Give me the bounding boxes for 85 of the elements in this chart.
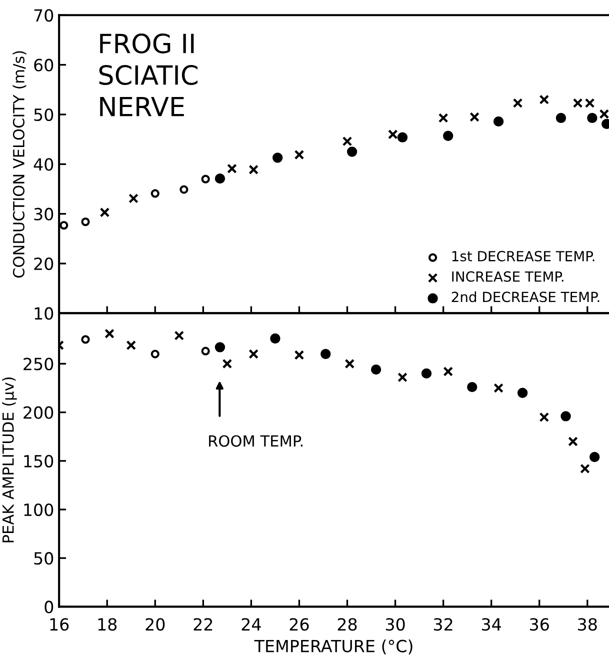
- point: [214, 342, 226, 352]
- point: [517, 388, 528, 398]
- point: [493, 116, 504, 127]
- point: [222, 358, 232, 369]
- point: [60, 220, 68, 230]
- point: [81, 335, 90, 344]
- point: [572, 98, 583, 108]
- y-tick-label: 200: [24, 406, 54, 419]
- point: [270, 333, 280, 344]
- point: [397, 132, 408, 142]
- x-tick-label: 16: [50, 618, 69, 631]
- y-axis-title: PEAK AMPLITUDE (μv): [2, 377, 17, 542]
- point: [494, 383, 504, 393]
- x-tick-label: 22: [194, 618, 212, 630]
- point: [568, 436, 578, 446]
- y-tick-label: 50: [34, 552, 54, 565]
- point: [248, 349, 259, 359]
- point: [126, 340, 136, 350]
- x-tick-label: 20: [146, 618, 165, 631]
- point: [539, 94, 550, 104]
- point: [294, 150, 304, 160]
- point: [214, 173, 226, 184]
- point: [150, 189, 160, 198]
- point: [180, 185, 188, 194]
- point: [294, 350, 304, 360]
- point: [467, 382, 478, 392]
- point: [443, 366, 454, 376]
- point: [100, 207, 110, 218]
- point: [470, 112, 480, 122]
- x-tick-label: 26: [290, 618, 309, 631]
- y-tick-label: 100: [24, 503, 54, 516]
- point: [174, 330, 184, 340]
- point: [539, 412, 550, 422]
- point: [589, 452, 600, 462]
- point: [201, 346, 210, 356]
- point: [438, 113, 448, 123]
- point: [398, 372, 408, 382]
- point: [388, 129, 398, 140]
- legend-label: 1st DECREASE TEMP.: [452, 250, 594, 262]
- y-tick-label: 150: [24, 454, 54, 468]
- point: [421, 368, 432, 379]
- point: [556, 112, 566, 124]
- y-tick-label: 70: [34, 9, 54, 22]
- point: [272, 152, 283, 163]
- x-tick-label: 38: [578, 618, 597, 631]
- point: [248, 164, 259, 175]
- point: [320, 348, 331, 360]
- x-tick-label: 30: [386, 618, 405, 631]
- annotation: ROOM TEMP.: [209, 435, 302, 447]
- x-tick-label: 36: [530, 618, 549, 631]
- legend-label: INCREASE TEMP.: [452, 271, 564, 282]
- point: [201, 174, 210, 184]
- point: [512, 98, 523, 108]
- y-tick-label: 30: [34, 208, 54, 220]
- x-tick-label: 34: [482, 618, 501, 631]
- point: [584, 98, 595, 108]
- y-axis-title: CONDUCTION VELOCITY (m/s): [12, 51, 26, 278]
- y-tick-label: 250: [24, 358, 54, 370]
- point: [128, 194, 138, 204]
- point: [344, 358, 355, 369]
- y-tick-label: 20: [34, 257, 54, 270]
- y-tick-label: 40: [34, 158, 54, 171]
- point: [587, 112, 598, 124]
- point: [560, 411, 571, 422]
- point: [580, 464, 590, 474]
- point: [342, 136, 352, 146]
- point: [81, 217, 90, 226]
- x-tick-label: 24: [242, 618, 261, 630]
- y-tick-label: 50: [34, 108, 54, 122]
- point: [227, 164, 237, 174]
- y-tick-label: 0: [44, 600, 54, 614]
- point: [370, 364, 382, 375]
- x-axis-title: TEMPERATURE (°C): [254, 639, 412, 654]
- x-tick-label: 32: [434, 618, 452, 631]
- point: [150, 350, 160, 358]
- legend-label: 2nd DECREASE TEMP.: [452, 291, 600, 302]
- x-tick-label: 28: [338, 618, 357, 631]
- point: [104, 328, 114, 339]
- point: [599, 109, 609, 119]
- y-tick-label: 10: [34, 307, 54, 320]
- text: FROG II SCIATIC NERVE: [99, 33, 198, 116]
- point: [443, 130, 454, 141]
- x-tick-label: 18: [98, 618, 117, 631]
- point: [346, 146, 358, 157]
- y-tick-label: 60: [34, 58, 54, 72]
